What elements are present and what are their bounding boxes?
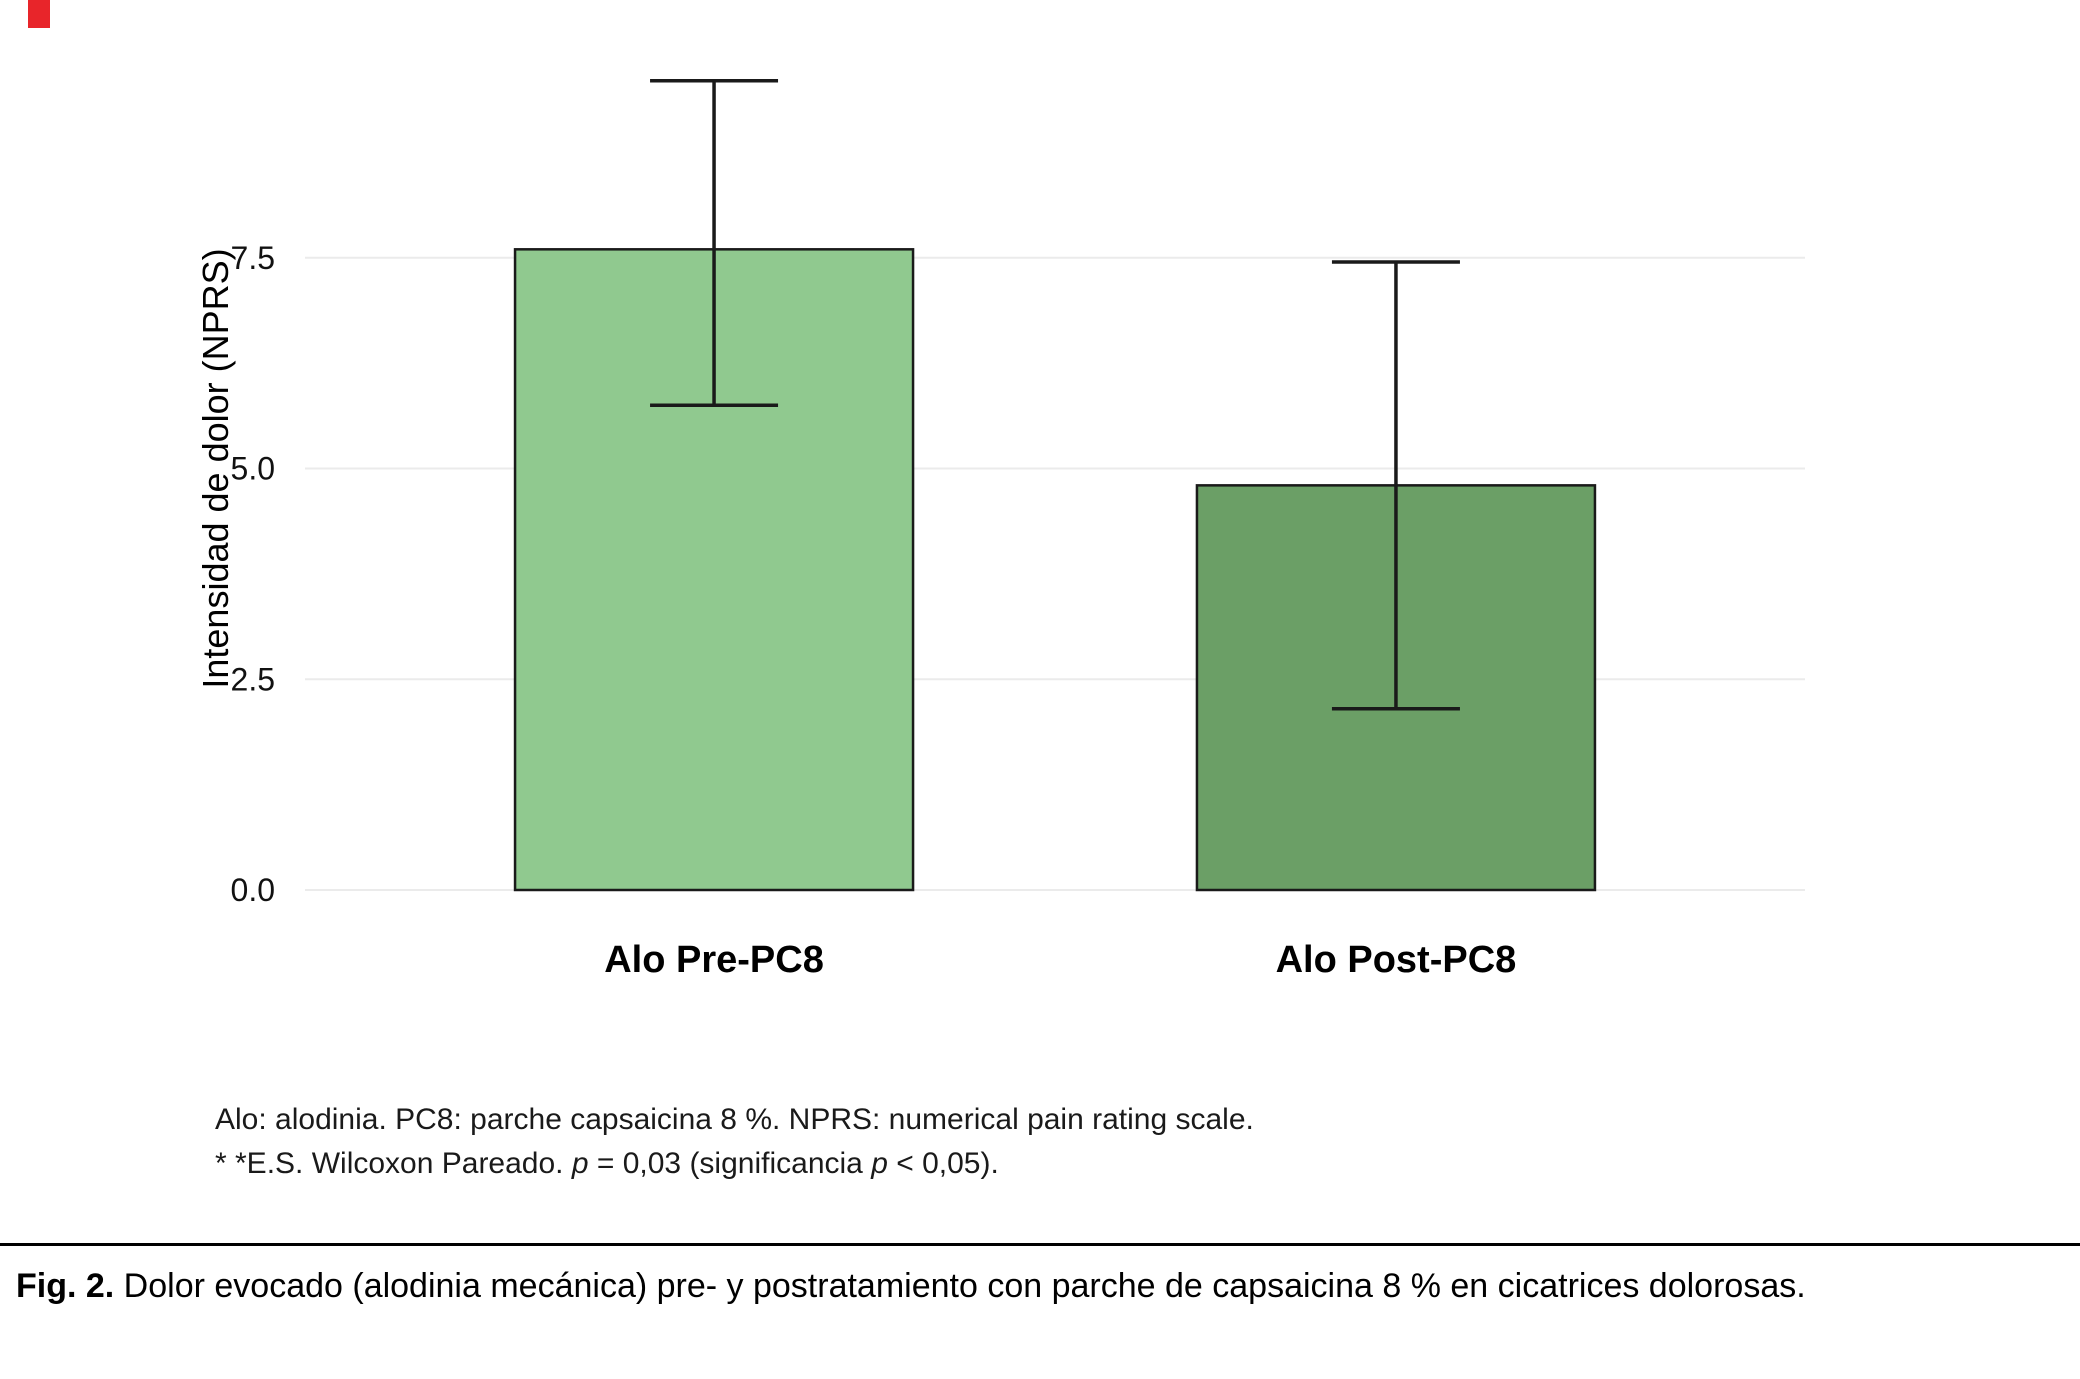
y-tick-label: 2.5	[231, 661, 275, 697]
footnote-sig-level: < 0,05).	[887, 1146, 999, 1180]
caption-text: Dolor evocado (alodinia mecánica) pre- y…	[114, 1267, 1806, 1305]
y-axis-label: Intensidad de dolor (NPRS)	[195, 248, 236, 688]
figure-footnotes: Alo: alodinia. PC8: parche capsaicina 8 …	[215, 1098, 2080, 1185]
footnote-abbreviations: Alo: alodinia. PC8: parche capsaicina 8 …	[215, 1103, 1254, 1136]
footnote-p-value: = 0,03 (significancia	[588, 1146, 872, 1180]
footnote-stats-text: * *E.S. Wilcoxon Pareado.	[215, 1146, 572, 1180]
footnote-p-symbol-2: p	[871, 1146, 888, 1180]
y-tick-label: 7.5	[231, 240, 275, 276]
figure-label: Fig. 2.	[16, 1267, 115, 1305]
footnote-statistics: * *E.S. Wilcoxon Pareado. p = 0,03 (sign…	[215, 1142, 2080, 1186]
red-corner-marker	[28, 0, 50, 28]
figure-caption: Fig. 2. Dolor evocado (alodinia mecánica…	[0, 1262, 2080, 1310]
caption-divider	[0, 1243, 2080, 1246]
bar-chart: 0.0 2.5 5.0 7.5 Alo Pre-PC8 Alo Post-PC8 Inten…	[195, 78, 1805, 981]
y-tick-label: 5.0	[231, 451, 275, 487]
y-tick-label: 0.0	[231, 872, 275, 908]
footnote-p-symbol: p	[571, 1146, 589, 1180]
x-category-label-0: Alo Pre-PC8	[604, 939, 824, 981]
x-category-label-1: Alo Post-PC8	[1276, 939, 1517, 981]
